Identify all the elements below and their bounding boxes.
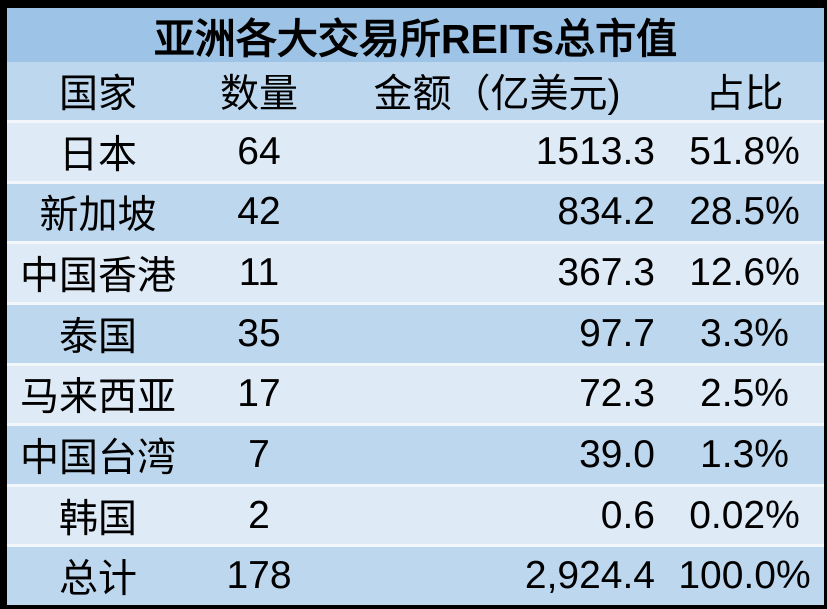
cell-count: 42 — [237, 190, 281, 234]
table-title-row: 亚洲各大交易所REITs总市值 — [7, 8, 824, 62]
table-header-row: 国家 数量 金额（亿美元) 占比 — [7, 62, 824, 120]
cell-country: 日本 — [58, 133, 137, 177]
cell-count: 178 — [226, 554, 292, 598]
table-row-singapore: 新加坡 42 834.2 28.5% — [7, 180, 824, 242]
table-row-thailand: 泰国 35 97.7 3.3% — [7, 301, 824, 363]
cell-count: 64 — [237, 129, 281, 173]
cell-country: 总计 — [58, 558, 137, 602]
cell-share: 1.3% — [700, 432, 789, 476]
cell-amount: 72.3 — [579, 372, 655, 416]
cell-count: 17 — [237, 372, 281, 416]
table-row-taiwan: 中国台湾 7 39.0 1.3% — [7, 423, 824, 484]
cell-amount: 834.2 — [557, 190, 655, 234]
cell-amount: 1513.3 — [535, 129, 655, 173]
cell-country: 新加坡 — [39, 194, 157, 238]
reits-table: 亚洲各大交易所REITs总市值 国家 数量 金额（亿美元) 占比 日本 64 1… — [7, 8, 824, 605]
cell-amount: 0.6 — [600, 493, 655, 537]
cell-count: 11 — [238, 251, 280, 295]
table-row-total: 总计 178 2,924.4 100.0% — [7, 544, 824, 605]
table-row-malaysia: 马来西亚 17 72.3 2.5% — [7, 362, 824, 424]
cell-amount: 97.7 — [579, 311, 655, 355]
table-row-korea: 韩国 2 0.6 0.02% — [7, 483, 824, 545]
column-header-country: 国家 — [58, 73, 137, 116]
column-header-amount: 金额（亿美元) — [373, 73, 621, 116]
cell-count: 35 — [237, 311, 281, 355]
cell-share: 51.8% — [689, 129, 800, 173]
cell-country: 中国台湾 — [19, 436, 176, 480]
column-header-share: 占比 — [705, 73, 784, 116]
cell-share: 0.02% — [689, 493, 800, 537]
cell-count: 7 — [248, 432, 270, 476]
table-row-japan: 日本 64 1513.3 51.8% — [7, 120, 824, 181]
cell-count: 2 — [248, 493, 270, 537]
table-title: 亚洲各大交易所REITs总市值 — [153, 16, 678, 62]
cell-country: 韩国 — [58, 497, 137, 541]
cell-share: 3.3% — [700, 311, 789, 355]
column-header-count: 数量 — [219, 73, 298, 116]
cell-amount: 2,924.4 — [524, 554, 655, 598]
cell-country: 中国香港 — [19, 255, 176, 299]
cell-share: 100.0% — [678, 554, 811, 598]
cell-share: 28.5% — [689, 190, 800, 234]
cell-share: 2.5% — [700, 372, 789, 416]
cell-country: 泰国 — [58, 315, 137, 359]
table-row-hongkong: 中国香港 11 367.3 12.6% — [7, 241, 824, 302]
table-body: 日本 64 1513.3 51.8% 新加坡 42 834.2 28.5% 中国… — [7, 120, 824, 605]
cell-country: 马来西亚 — [19, 376, 176, 420]
cell-amount: 39.0 — [579, 432, 655, 476]
cell-amount: 367.3 — [557, 251, 655, 295]
cell-share: 12.6% — [689, 251, 800, 295]
